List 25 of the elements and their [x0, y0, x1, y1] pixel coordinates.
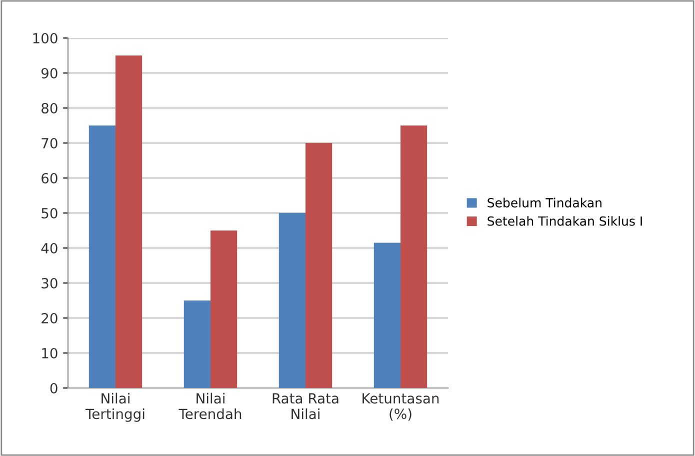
x-tick-label: Nilai Tertinggi [85, 392, 144, 422]
y-tick-label: 80 [42, 102, 58, 114]
bar [306, 143, 332, 388]
legend-label: Sebelum Tindakan [488, 198, 602, 208]
bar [400, 126, 428, 388]
legend-label: Setelah Tindakan Siklus I [488, 216, 642, 226]
y-tick-label: 40 [41, 242, 58, 254]
x-tick-label: Nilai Terendah [178, 392, 242, 420]
bar [116, 56, 142, 388]
y-tick-label: 100 [33, 32, 58, 44]
y-tick-label: 10 [42, 348, 58, 358]
y-tick-label: 70 [42, 138, 58, 148]
bar [278, 213, 306, 388]
y-tick-label: 50 [42, 208, 58, 218]
y-tick-label: 0 [50, 382, 58, 394]
x-tick-label: Ketuntasan (%) [362, 393, 439, 421]
bar [184, 300, 210, 388]
y-tick-label: 30 [42, 278, 58, 288]
y-tick-label: 90 [41, 68, 58, 78]
bar [210, 230, 238, 388]
bar [88, 126, 116, 388]
y-tick-label: 60 [42, 172, 58, 184]
y-tick-label: 20 [42, 312, 58, 324]
x-tick-label: Rata Rata Nilai [272, 393, 338, 420]
bar [374, 242, 400, 388]
